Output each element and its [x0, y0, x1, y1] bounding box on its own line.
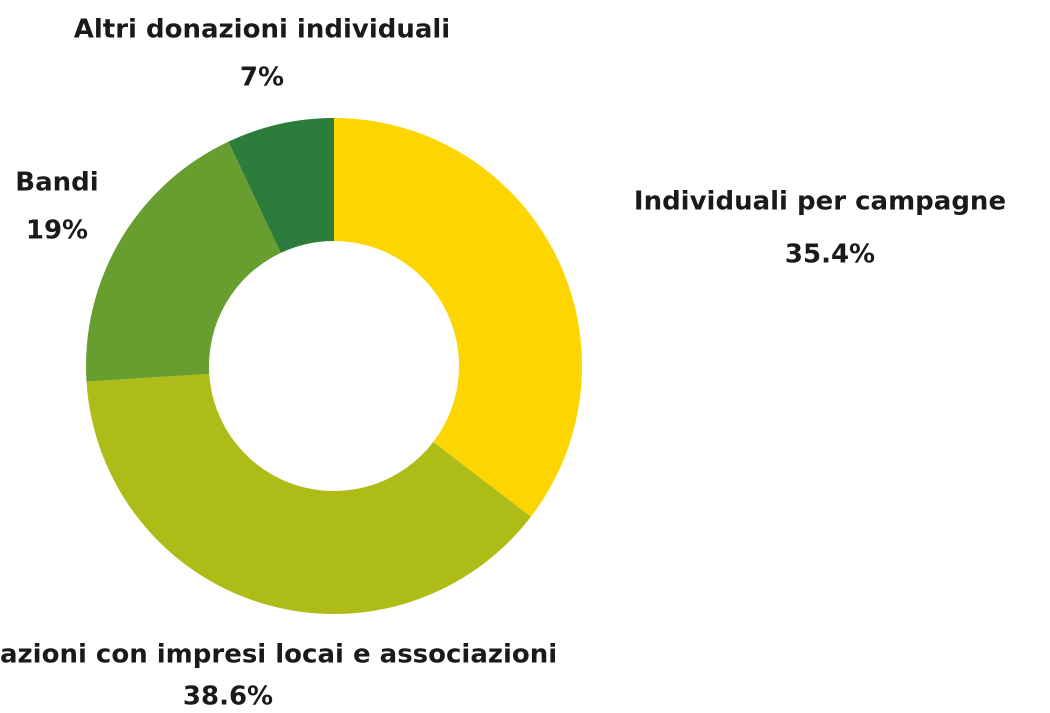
- chart: Individuali per campagne 35.4% azioni con …: [0, 0, 1050, 713]
- slice-label: azioni con impresi locai e associazioni: [0, 640, 557, 670]
- value-label: 35.4%: [785, 240, 875, 270]
- donut-slice: [334, 118, 582, 517]
- slice-label: Altri donazioni individuali: [74, 15, 450, 45]
- value-label: 7%: [240, 63, 284, 93]
- value-label: 38.6%: [183, 682, 273, 712]
- slice-label: Bandi: [15, 168, 98, 198]
- slice-label: Individuali per campagne: [634, 187, 1006, 217]
- value-label: 19%: [26, 216, 88, 246]
